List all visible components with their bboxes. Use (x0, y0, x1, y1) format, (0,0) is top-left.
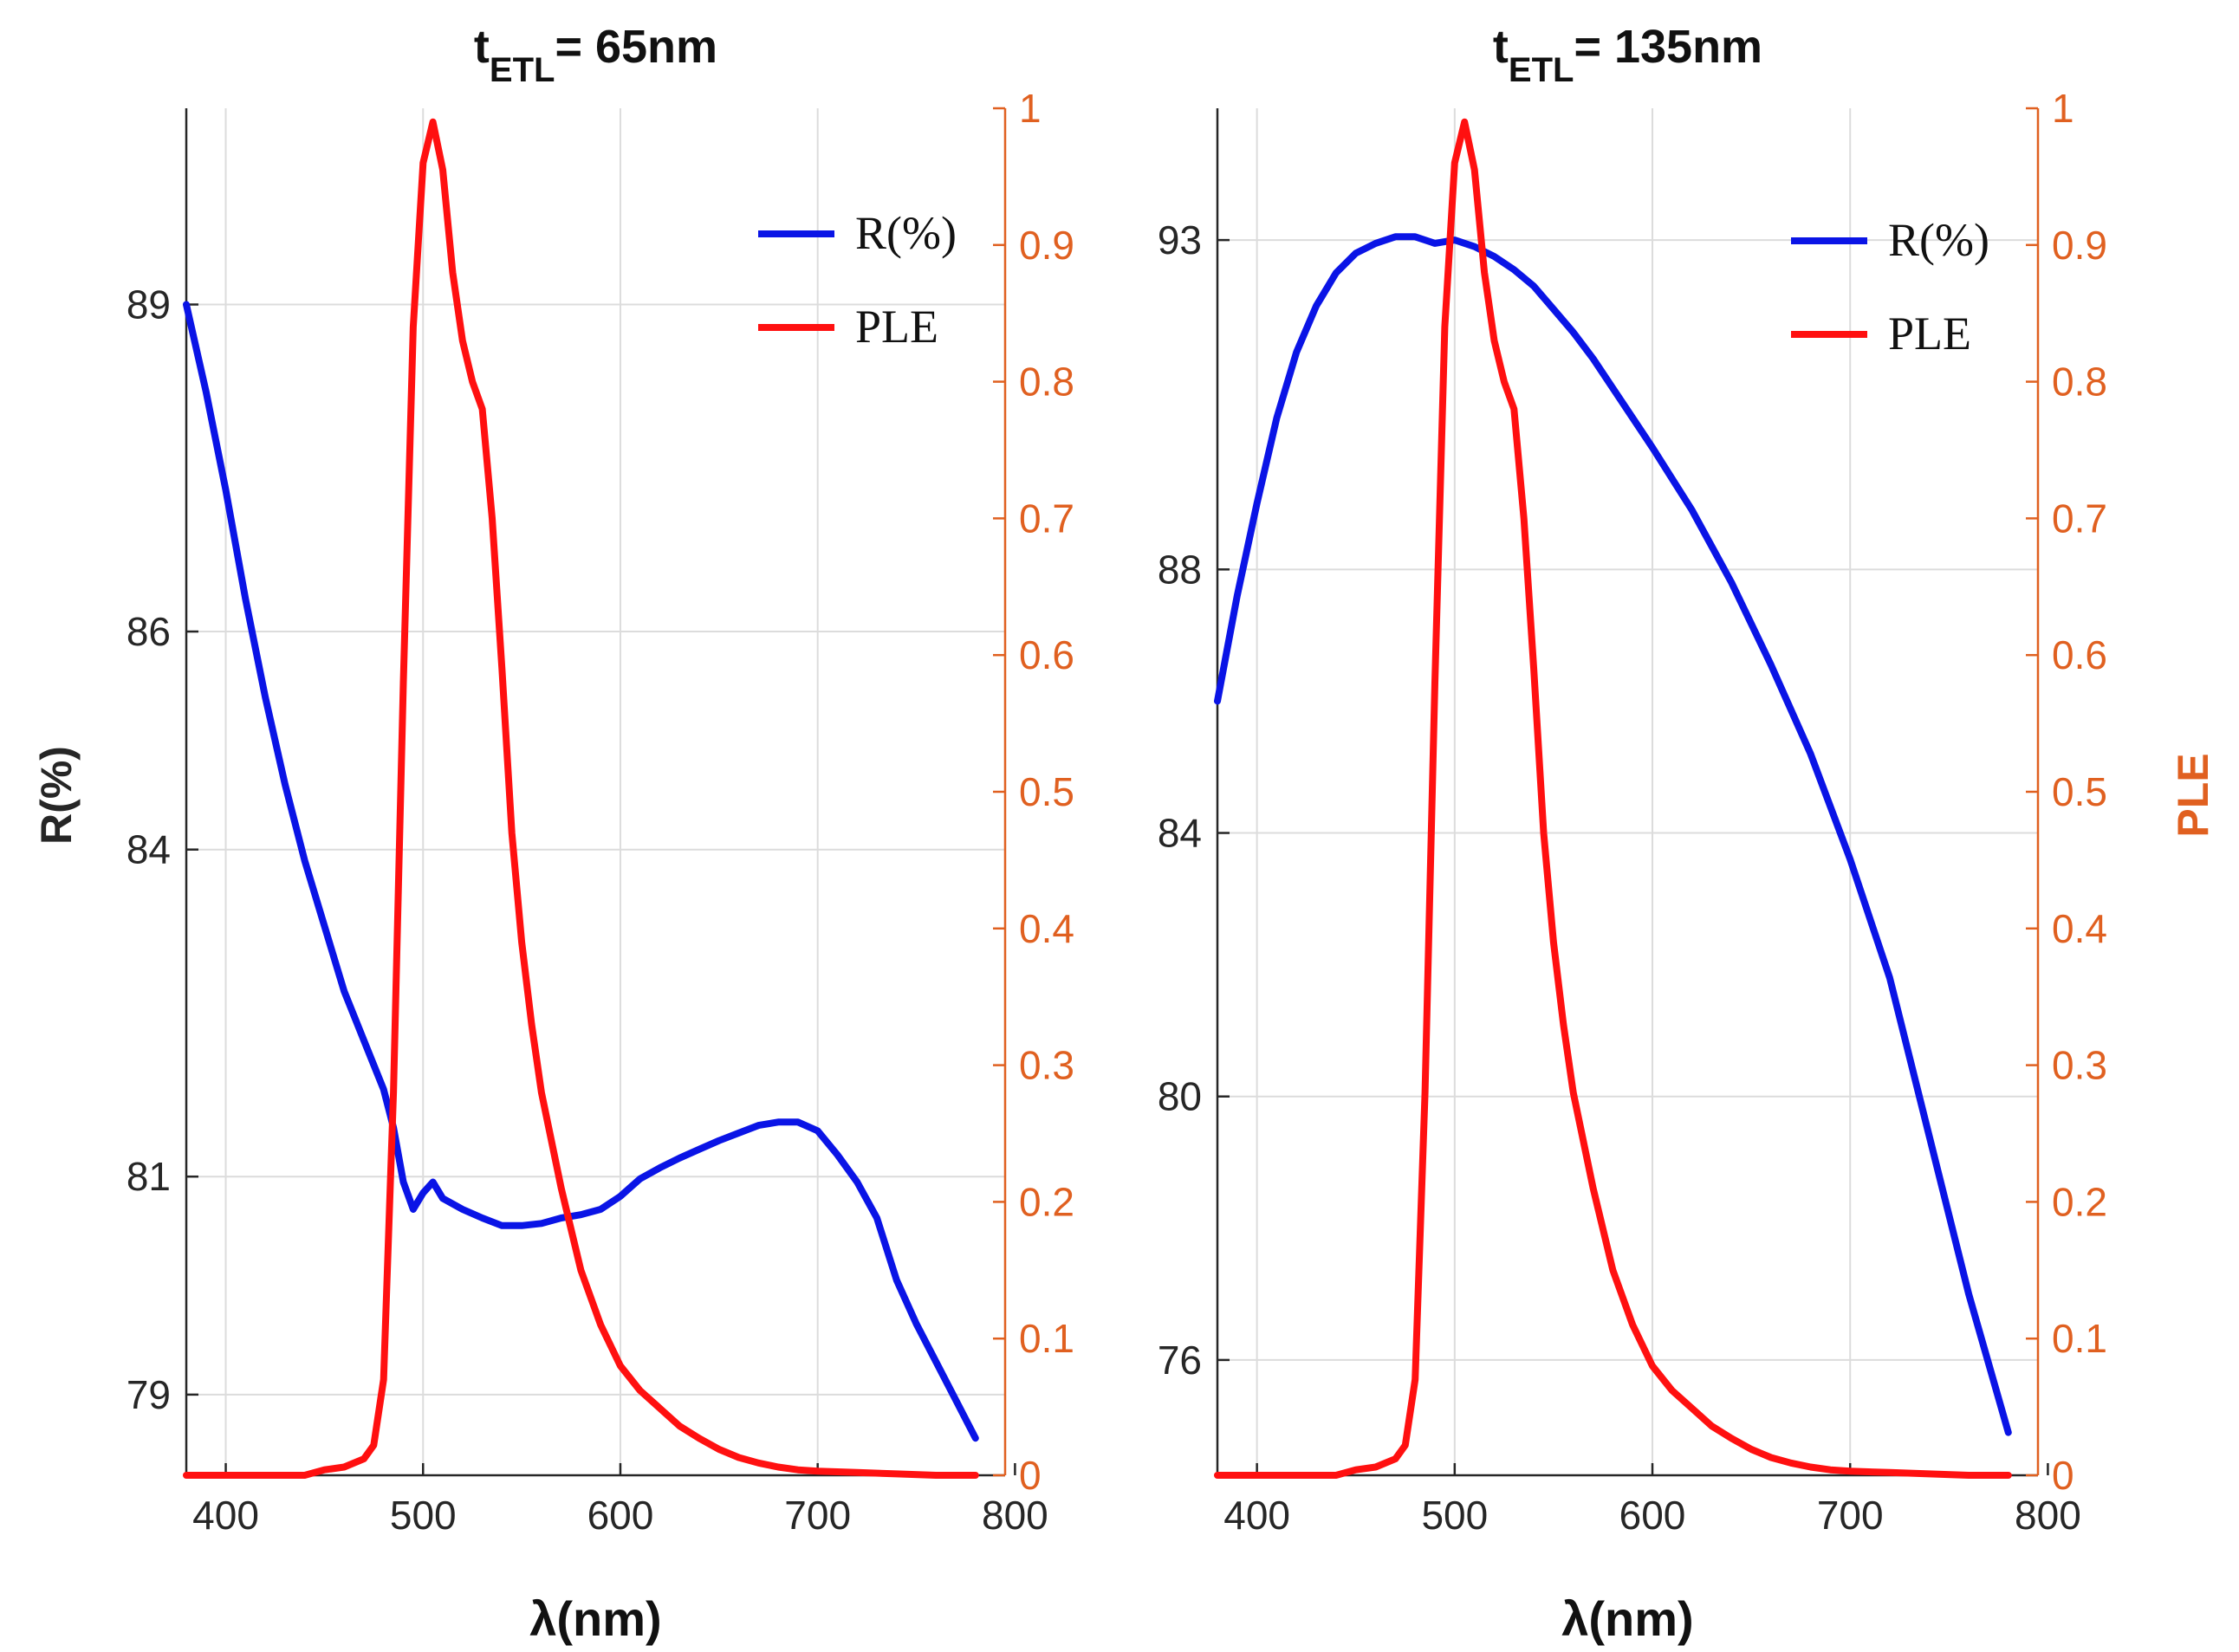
y2-tick-label: 1 (1019, 86, 1042, 131)
legend-label: R(%) (855, 207, 957, 259)
y2-tick-label: 1 (2052, 86, 2074, 131)
legend-label: R(%) (1888, 214, 1989, 266)
chart-panel-left: 400 500 600 700 800 79 81 84 86 89 0 0.1 0.2 0.3 0.4 0.… (127, 21, 1074, 1646)
y2-tick-label: 0 (2052, 1453, 2074, 1498)
y-tick-label: 88 (1158, 547, 1202, 592)
y-tick-label: 89 (127, 282, 171, 327)
y-tick-label: 81 (127, 1154, 171, 1199)
y2-tick-label: 0.2 (1019, 1179, 1074, 1224)
x-tick-label: 700 (784, 1493, 851, 1538)
figure-left-ylabel: R(%) (32, 746, 81, 845)
y2-tick-label: 0.7 (2052, 496, 2107, 541)
x-tick-label: 500 (390, 1493, 457, 1538)
x-tick-label: 600 (587, 1493, 654, 1538)
y2-tick-label: 0.9 (2052, 223, 2107, 268)
y2-tick-label: 0.8 (2052, 360, 2107, 405)
chart-title: tETL= 65nm (474, 21, 717, 89)
y2-tick-label: 0 (1019, 1453, 1042, 1498)
y2-tick-label: 0.8 (1019, 360, 1074, 405)
y2-tick-label: 0.3 (2052, 1043, 2107, 1088)
ple-series-line (1214, 118, 2012, 1479)
ple-series-line (183, 118, 979, 1479)
legend-label: PLE (855, 301, 938, 353)
y2-tick-label: 0.3 (1019, 1043, 1074, 1088)
y2-tick-label: 0.1 (1019, 1316, 1074, 1361)
chart-panel-right: 400 500 600 700 800 76 80 84 88 93 0 0.1 0.2 0.3 0.4 0.… (1158, 21, 2107, 1646)
y2-tick-label: 0.7 (1019, 496, 1074, 541)
chart-title: tETL= 135nm (1493, 21, 1762, 89)
y2-tick-label: 0.9 (1019, 223, 1074, 268)
x-axis-label: λ(nm) (529, 1591, 661, 1646)
y2-tick-label: 0.6 (2052, 632, 2107, 677)
y-tick-label: 76 (1158, 1338, 1202, 1383)
r-series-line (183, 301, 979, 1442)
x-tick-label: 500 (1421, 1493, 1488, 1538)
y2-tick-label: 0.1 (2052, 1316, 2107, 1361)
x-tick-label: 400 (192, 1493, 259, 1538)
x-tick-label: 700 (1817, 1493, 1884, 1538)
x-tick-label: 800 (2015, 1493, 2081, 1538)
y-tick-label: 84 (127, 827, 171, 872)
y-tick-label: 93 (1158, 217, 1202, 262)
y-tick-label: 80 (1158, 1074, 1202, 1119)
y2-tick-label: 0.4 (1019, 906, 1074, 951)
figure-right-ylabel: PLE (2169, 753, 2217, 837)
y2-tick-label: 0.5 (1019, 769, 1074, 814)
x-axis-label: λ(nm) (1561, 1591, 1693, 1646)
y-tick-label: 86 (127, 609, 171, 654)
legend-label: PLE (1888, 308, 1971, 360)
y2-tick-label: 0.4 (2052, 906, 2107, 951)
y-tick-label: 79 (127, 1372, 171, 1417)
x-tick-label: 400 (1223, 1493, 1290, 1538)
y2-tick-label: 0.5 (2052, 769, 2107, 814)
x-tick-label: 600 (1619, 1493, 1686, 1538)
y2-tick-label: 0.6 (1019, 632, 1074, 677)
y2-tick-label: 0.2 (2052, 1179, 2107, 1224)
x-tick-label: 800 (982, 1493, 1048, 1538)
y-tick-label: 84 (1158, 811, 1202, 856)
r-series-line (1214, 233, 2012, 1436)
